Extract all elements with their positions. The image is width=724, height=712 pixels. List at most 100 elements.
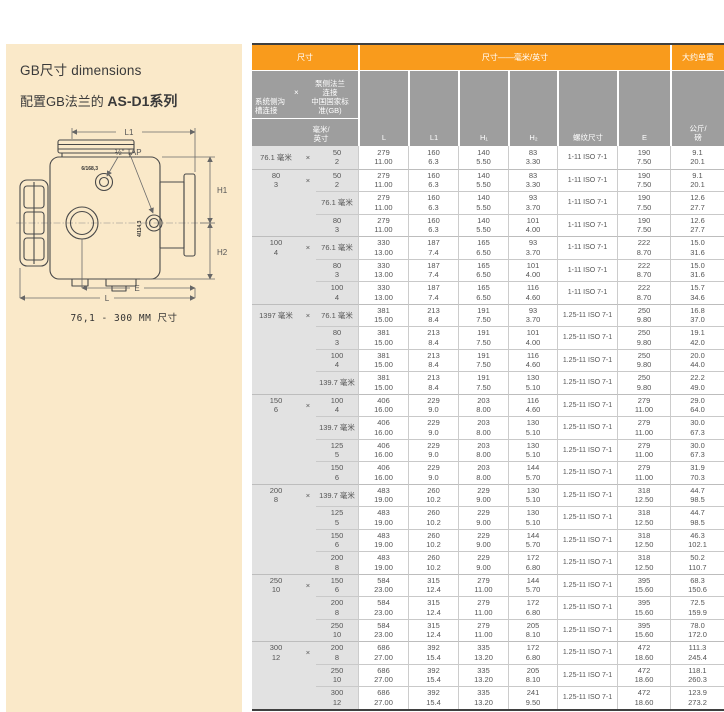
value-cell-weight: 19.1 42.0 [670,326,724,349]
system-size-cell: 150 6 [252,393,300,416]
pump-size-cell: 80 3 [316,258,358,281]
value-cell-weight: 50.2 110.7 [670,551,724,574]
system-size-cell: 100 4 [252,236,300,259]
value-cell-l: 279 11.00 [358,146,408,169]
column-header-l: L [358,71,408,146]
value-cell-h1: 191 7.50 [458,303,508,326]
value-cell-e: 395 15.60 [617,596,670,619]
value-cell-l: 584 23.00 [358,596,408,619]
value-cell-h1: 140 5.50 [458,213,508,236]
value-cell-thread: 1.25-11 ISO 7-1 [557,551,617,574]
value-cell-l: 381 15.00 [358,348,408,371]
times-sign [300,258,316,281]
value-cell-l: 330 13.00 [358,236,408,259]
value-cell-e: 318 12.50 [617,506,670,529]
value-cell-e: 279 11.00 [617,416,670,439]
value-cell-h2: 101 4.00 [508,258,557,281]
band-size-cell: 尺寸 [252,45,358,70]
dim-l-label: L [105,294,110,303]
table-row: 80 3 330 13.00 187 7.4 165 6.50 101 4.00 1-11… [252,258,724,281]
value-cell-h2: 83 3.30 [508,146,557,169]
column-header-thread: 螺纹尺寸 [557,71,617,146]
pump-size-cell: 76.1 毫米 [316,236,358,259]
value-cell-weight: 123.9 273.2 [670,686,724,709]
pump-size-cell: 250 10 [316,663,358,686]
value-cell-l: 381 15.00 [358,303,408,326]
column-header-weight: 公斤/ 磅 [670,71,724,146]
value-cell-l: 686 27.00 [358,641,408,664]
value-cell-weight: 72.5 159.9 [670,596,724,619]
system-size-cell: 80 3 [252,168,300,191]
value-cell-l1: 315 12.4 [408,596,458,619]
pump-size-cell: 139.7 毫米 [316,416,358,439]
pump-size-cell: 200 8 [316,596,358,619]
value-cell-weight: 118.1 260.3 [670,663,724,686]
value-cell-l1: 392 15.4 [408,686,458,709]
value-cell-l: 686 27.00 [358,663,408,686]
times-sign [300,213,316,236]
value-cell-l1: 187 7.4 [408,281,458,304]
value-cell-e: 318 12.50 [617,528,670,551]
value-cell-h2: 241 9.50 [508,686,557,709]
value-cell-l: 279 11.00 [358,213,408,236]
value-cell-h2: 101 4.00 [508,326,557,349]
value-cell-weight: 15.0 31.6 [670,236,724,259]
value-cell-weight: 44.7 98.5 [670,506,724,529]
value-cell-l1: 213 8.4 [408,303,458,326]
table-row: 200 8 584 23.00 315 12.4 279 11.00 172 6.80 1… [252,596,724,619]
times-sign [300,281,316,304]
value-cell-weight: 15.0 31.6 [670,258,724,281]
side-tap-port [145,214,163,232]
dim-l1-label: L1 [125,128,134,137]
top-port-label: 6/168,3 [81,166,98,172]
system-size-cell [252,416,300,439]
value-cell-h1: 203 8.00 [458,393,508,416]
pump-size-cell: 150 6 [316,573,358,596]
value-cell-weight: 16.8 37.0 [670,303,724,326]
page-title: GB尺寸 dimensions [20,63,142,78]
value-cell-h1: 203 8.00 [458,461,508,484]
table-row: 1397 毫米 × 76.1 毫米 381 15.00 213 8.4 191 7.5… [252,303,724,326]
page-subtitle: 配置GB法兰的 AS-D1系列 [20,91,177,111]
system-size-cell: 76.1 毫米 [252,146,300,169]
pump-size-cell: 125 5 [316,506,358,529]
value-cell-l: 483 19.00 [358,551,408,574]
value-cell-l: 483 19.00 [358,528,408,551]
value-cell-h2: 144 5.70 [508,528,557,551]
value-cell-l1: 229 9.0 [408,416,458,439]
table-row: 100 4 381 15.00 213 8.4 191 7.50 116 4.60 1.2… [252,348,724,371]
value-cell-h1: 203 8.00 [458,416,508,439]
dimensions-panel: GB尺寸 dimensions 配置GB法兰的 AS-D1系列 [6,44,242,712]
value-cell-e: 318 12.50 [617,483,670,506]
system-size-cell: 1397 毫米 [252,303,300,326]
value-cell-h2: 172 6.80 [508,641,557,664]
value-cell-e: 318 12.50 [617,551,670,574]
value-cell-l1: 160 6.3 [408,213,458,236]
value-cell-e: 395 15.60 [617,618,670,641]
times-sign: × [300,641,316,664]
value-cell-thread: 1-11 ISO 7-1 [557,236,617,259]
times-sign [300,528,316,551]
value-cell-e: 250 9.80 [617,303,670,326]
pump-size-cell: 200 8 [316,551,358,574]
value-cell-e: 190 7.50 [617,168,670,191]
system-size-cell [252,258,300,281]
system-size-cell [252,371,300,394]
value-cell-h1: 191 7.50 [458,371,508,394]
value-cell-weight: 78.0 172.0 [670,618,724,641]
table-row: 76.1 毫米 279 11.00 160 6.3 140 5.50 93 3.70 1… [252,191,724,214]
table-row: 125 5 483 19.00 260 10.2 229 9.00 130 5.10 1.… [252,506,724,529]
value-cell-l: 330 13.00 [358,258,408,281]
value-cell-h1: 140 5.50 [458,191,508,214]
value-cell-e: 472 18.60 [617,663,670,686]
pump-size-cell: 80 3 [316,213,358,236]
value-cell-weight: 111.3 245.4 [670,641,724,664]
value-cell-weight: 20.0 44.0 [670,348,724,371]
value-cell-l: 584 23.00 [358,618,408,641]
table-row: 250 10 × 150 6 584 23.00 315 12.4 279 11.00 1… [252,573,724,596]
value-cell-h2: 172 6.80 [508,551,557,574]
pump-size-cell: 250 10 [316,618,358,641]
table-header-row: 系统侧沟 槽连接 × 泵侧法兰 连接 中国国家标 准(GB) 毫米/ 英寸 L … [252,71,724,146]
pump-size-cell: 200 8 [316,641,358,664]
dim-h2-label: H2 [217,248,228,257]
